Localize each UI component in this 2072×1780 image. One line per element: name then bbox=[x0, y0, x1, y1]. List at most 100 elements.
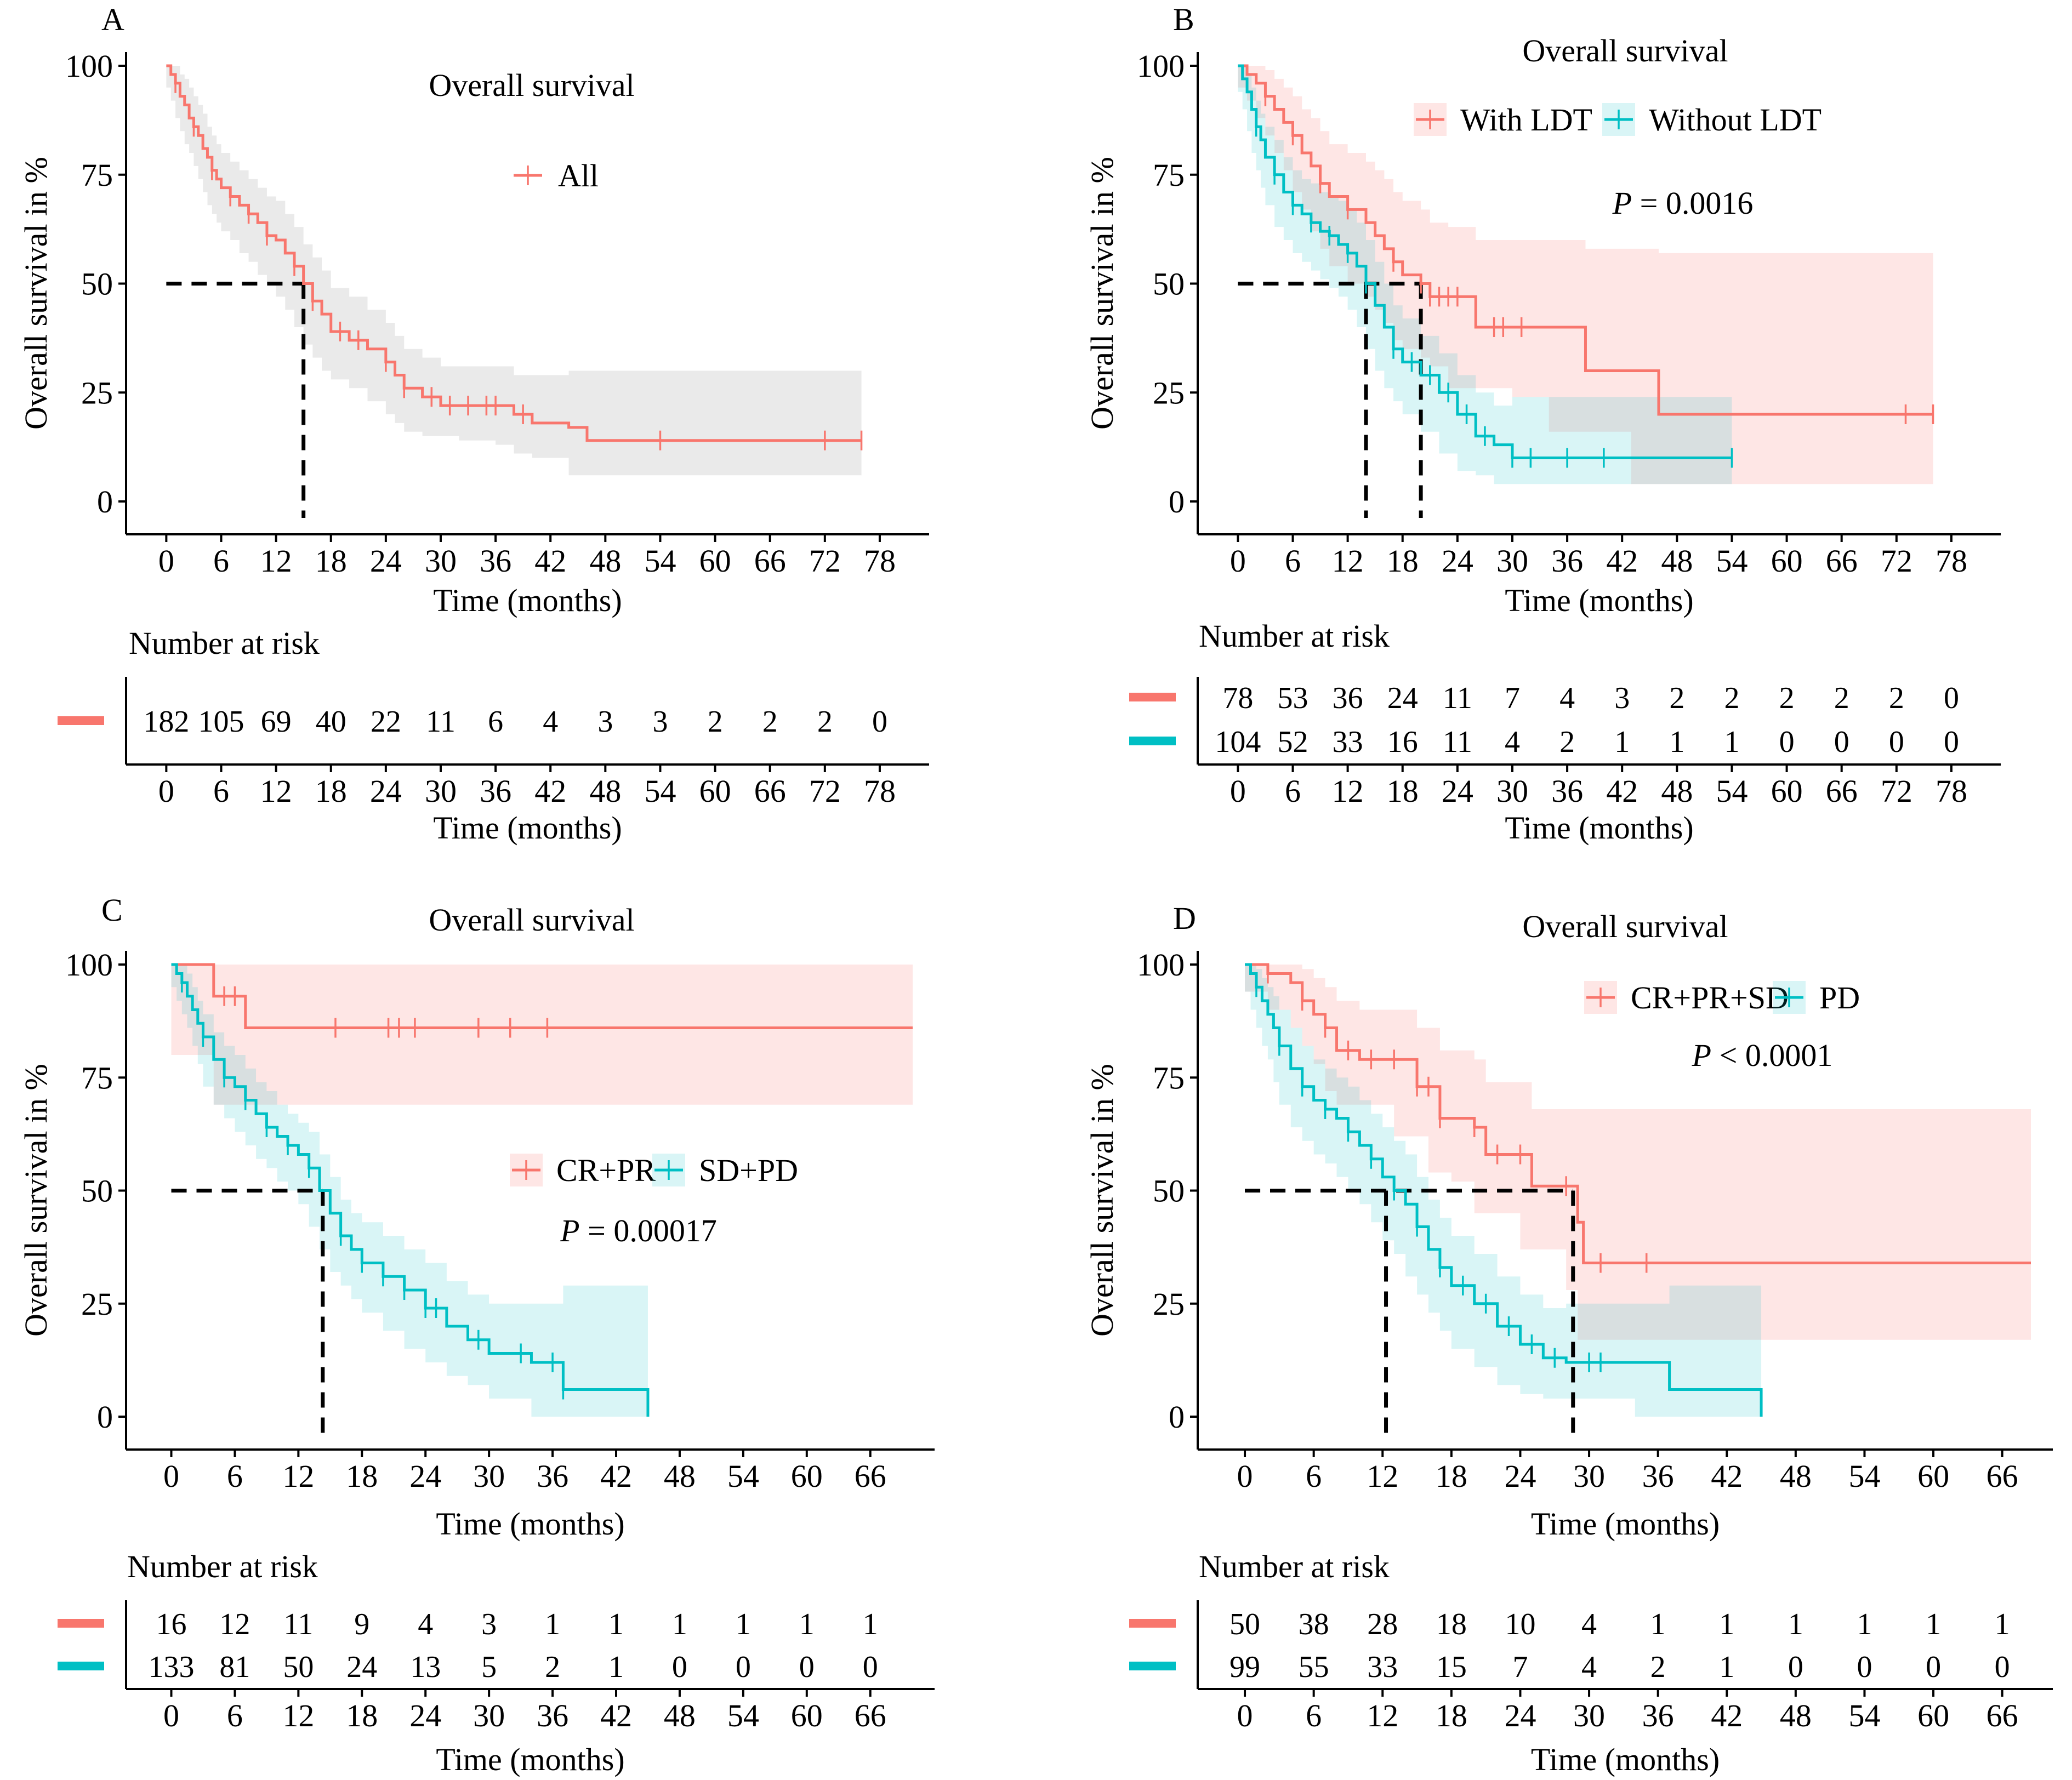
x-tick-label: 54 bbox=[1848, 1458, 1880, 1494]
y-tick-label: 25 bbox=[81, 1286, 113, 1322]
risk-x-tick-label: 66 bbox=[1986, 1698, 2018, 1733]
risk-x-axis-label: Time (months) bbox=[436, 1742, 624, 1777]
risk-x-tick-label: 6 bbox=[227, 1698, 243, 1733]
x-tick-label: 6 bbox=[227, 1458, 243, 1494]
risk-count: 40 bbox=[316, 705, 346, 739]
p-value-symbol: P bbox=[560, 1213, 579, 1248]
risk-count: 2 bbox=[1669, 681, 1684, 715]
risk-x-tick-label: 66 bbox=[1826, 773, 1858, 809]
x-axis-label: Time (months) bbox=[433, 583, 622, 618]
risk-count: 2 bbox=[708, 705, 723, 739]
risk-x-tick-label: 36 bbox=[1551, 773, 1583, 809]
risk-count: 104 bbox=[1215, 725, 1261, 759]
x-tick-label: 30 bbox=[1573, 1458, 1605, 1494]
risk-x-tick-label: 0 bbox=[1230, 773, 1246, 809]
x-tick-label: 0 bbox=[1230, 543, 1246, 579]
y-tick-label: 0 bbox=[1169, 484, 1185, 520]
risk-count: 0 bbox=[1788, 1650, 1803, 1684]
risk-count: 1 bbox=[1788, 1607, 1803, 1641]
risk-count: 1 bbox=[1719, 1607, 1734, 1641]
x-tick-label: 66 bbox=[855, 1458, 886, 1494]
x-tick-label: 30 bbox=[425, 543, 457, 579]
risk-count: 0 bbox=[1944, 681, 1959, 715]
risk-x-tick-label: 24 bbox=[1504, 1698, 1536, 1733]
risk-x-tick-label: 30 bbox=[1496, 773, 1528, 809]
risk-x-tick-label: 24 bbox=[1442, 773, 1473, 809]
panel-letter: B bbox=[1173, 2, 1194, 37]
x-tick-label: 30 bbox=[473, 1458, 505, 1494]
risk-count: 1 bbox=[608, 1650, 624, 1684]
risk-count: 55 bbox=[1299, 1650, 1329, 1684]
x-tick-label: 72 bbox=[1881, 543, 1912, 579]
y-axis-label: Overall survival in % bbox=[18, 157, 54, 430]
risk-count: 1 bbox=[1926, 1607, 1941, 1641]
x-axis-label: Time (months) bbox=[436, 1506, 624, 1542]
risk-x-tick-label: 60 bbox=[1917, 1698, 1949, 1733]
y-tick-label: 25 bbox=[1153, 375, 1185, 410]
x-tick-label: 60 bbox=[1771, 543, 1803, 579]
x-tick-label: 18 bbox=[1436, 1458, 1467, 1494]
y-axis-label: Overall survival in % bbox=[1084, 1064, 1120, 1337]
x-tick-label: 24 bbox=[1442, 543, 1473, 579]
x-tick-label: 48 bbox=[589, 543, 621, 579]
risk-count: 1 bbox=[608, 1607, 624, 1641]
p-value-label: P = 0.0016 bbox=[1612, 185, 1754, 221]
p-value-text: = 0.00017 bbox=[580, 1213, 717, 1248]
risk-count: 1 bbox=[1857, 1607, 1872, 1641]
risk-x-tick-label: 48 bbox=[1661, 773, 1693, 809]
survival-curve-1 bbox=[1245, 963, 1763, 1417]
risk-count: 2 bbox=[1559, 725, 1575, 759]
risk-count: 2 bbox=[1834, 681, 1849, 715]
risk-x-tick-label: 30 bbox=[425, 773, 457, 809]
y-tick-label: 25 bbox=[81, 375, 113, 410]
risk-count: 0 bbox=[736, 1650, 751, 1684]
risk-count: 12 bbox=[219, 1607, 250, 1641]
risk-x-tick-label: 18 bbox=[1436, 1698, 1467, 1733]
x-tick-label: 30 bbox=[1496, 543, 1528, 579]
risk-count: 105 bbox=[198, 705, 244, 739]
risk-x-tick-label: 78 bbox=[1936, 773, 1967, 809]
risk-count: 4 bbox=[1559, 681, 1575, 715]
risk-x-tick-label: 30 bbox=[1573, 1698, 1605, 1733]
x-tick-label: 42 bbox=[600, 1458, 632, 1494]
x-tick-label: 36 bbox=[1551, 543, 1583, 579]
x-tick-label: 24 bbox=[409, 1458, 441, 1494]
risk-count: 3 bbox=[1614, 681, 1630, 715]
risk-count: 7 bbox=[1512, 1650, 1528, 1684]
risk-x-tick-label: 42 bbox=[600, 1698, 632, 1733]
ci-band-1 bbox=[171, 965, 648, 1417]
x-tick-label: 42 bbox=[534, 543, 566, 579]
risk-x-tick-label: 36 bbox=[480, 773, 511, 809]
risk-count: 1 bbox=[799, 1607, 815, 1641]
x-tick-label: 36 bbox=[1642, 1458, 1674, 1494]
y-tick-label: 0 bbox=[97, 484, 113, 520]
risk-count: 0 bbox=[863, 1650, 878, 1684]
x-tick-label: 48 bbox=[1661, 543, 1693, 579]
x-tick-label: 48 bbox=[664, 1458, 696, 1494]
x-tick-label: 0 bbox=[1237, 1458, 1253, 1494]
y-tick-label: 0 bbox=[97, 1399, 113, 1435]
x-tick-label: 54 bbox=[1716, 543, 1747, 579]
survival-curve-0 bbox=[166, 64, 862, 442]
x-tick-label: 60 bbox=[699, 543, 731, 579]
chart-title: Overall survival bbox=[1522, 33, 1728, 69]
ci-band-1 bbox=[1245, 965, 1762, 1417]
risk-count: 1 bbox=[1650, 1607, 1666, 1641]
survival-curve-1 bbox=[171, 963, 650, 1417]
x-tick-label: 66 bbox=[754, 543, 786, 579]
risk-count: 7 bbox=[1505, 681, 1520, 715]
survival-curve-0 bbox=[171, 963, 913, 1029]
x-axis-label: Time (months) bbox=[1505, 583, 1693, 618]
x-tick-label: 6 bbox=[213, 543, 229, 579]
risk-count: 4 bbox=[543, 705, 558, 739]
risk-count: 36 bbox=[1333, 681, 1363, 715]
risk-count: 16 bbox=[1387, 725, 1418, 759]
risk-x-tick-label: 0 bbox=[1237, 1698, 1253, 1733]
legend-entry: PD bbox=[1819, 980, 1860, 1015]
risk-x-tick-label: 60 bbox=[791, 1698, 823, 1733]
risk-count: 1 bbox=[1995, 1607, 2010, 1641]
risk-count: 2 bbox=[545, 1650, 560, 1684]
y-tick-label: 0 bbox=[1169, 1399, 1185, 1435]
